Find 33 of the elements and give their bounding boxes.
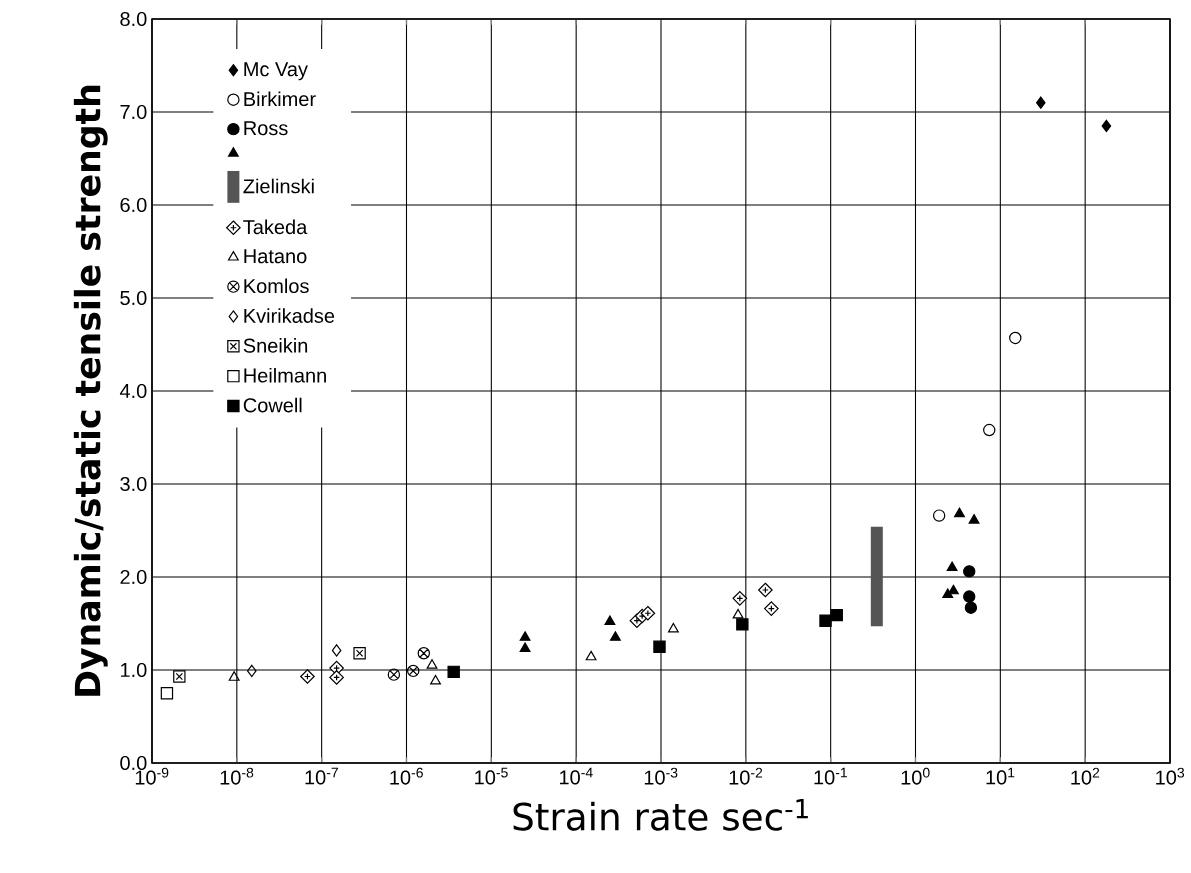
legend-label: Birkimer (244, 91, 316, 107)
legend-label: Cowell (243, 397, 302, 413)
x-tick-label: 10$^{-8}$ (220, 767, 254, 785)
x-tick-label: 10$^{1}$ (986, 767, 1015, 785)
legend-label: Komlos (244, 278, 309, 294)
legend-label: Mc Vay (244, 62, 308, 81)
y-tick-label: 7.0 (120, 104, 147, 120)
x-tick-label: 10$^{2}$ (1071, 767, 1100, 785)
y-tick-label: 1.0 (121, 662, 147, 678)
y-tick-label: 4.0 (119, 383, 147, 399)
y-tick-label: 3.0 (120, 476, 147, 492)
y-tick-label: 5.0 (120, 290, 147, 306)
x-tick-label: 10$^{-7}$ (305, 767, 338, 785)
x-tick-label: 10$^{3}$ (1156, 767, 1185, 785)
y-tick-label: 2.0 (120, 569, 147, 585)
y-axis-title: Dynamic/static tensile strength (73, 85, 108, 696)
y-tick-label: 6.0 (120, 197, 147, 213)
x-tick-label: 10$^{-1}$ (814, 767, 847, 785)
x-tick-label: 10$^{-5}$ (475, 767, 508, 785)
legend-label: Ross (244, 121, 288, 136)
legend-label: Heilmann (244, 367, 326, 383)
x-tick-label: 10$^{-6}$ (390, 767, 423, 785)
legend-label: Hatano (244, 249, 307, 264)
x-axis-title: Strain rate sec$^{-1}$ (513, 799, 808, 831)
x-tick-label: 10$^{-4}$ (560, 767, 593, 785)
legend-label: Sneikin (243, 338, 308, 353)
y-tick-label: 8.0 (120, 11, 147, 27)
x-tick-label: 10$^{-2}$ (729, 767, 763, 785)
legend-label: Zielinski (243, 178, 314, 194)
legend-label: Takeda (243, 219, 308, 235)
x-tick-label: 10$^{-3}$ (644, 767, 678, 785)
legend-label: Kvirikadse (244, 308, 335, 323)
x-tick-label: 10$^{0}$ (901, 767, 930, 785)
